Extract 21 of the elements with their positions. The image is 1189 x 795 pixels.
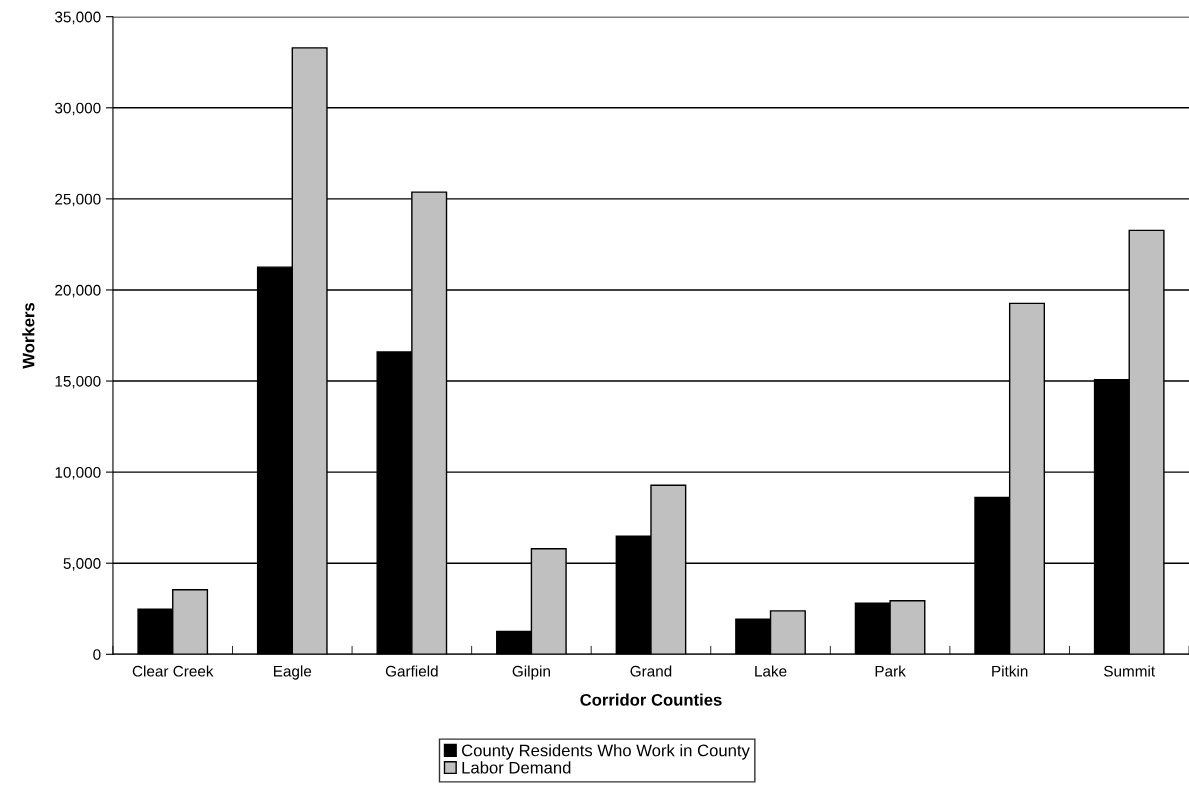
- x-tick-label: Eagle: [274, 665, 312, 680]
- x-tick-label: Park: [875, 665, 906, 677]
- y-tick-label: 25,000: [55, 193, 101, 207]
- y-tick-label: 10,000: [55, 466, 101, 480]
- x-tick-label: Lake: [755, 665, 787, 677]
- x-tick-label: Pitkin: [992, 665, 1028, 677]
- x-tick-label: Grand: [630, 665, 672, 677]
- y-axis-title: Workers: [22, 302, 35, 369]
- y-tick-label: 5,000: [63, 558, 101, 571]
- legend-label: County Residents Who Work in County: [462, 744, 750, 760]
- legend-label: Labor Demand: [462, 761, 571, 774]
- y-tick-label: 35,000: [55, 11, 101, 25]
- y-tick-label: 30,000: [55, 102, 101, 116]
- x-tick-label: Garfield: [385, 665, 438, 677]
- x-axis-title: Corridor Counties: [580, 693, 722, 706]
- y-tick-label: 0: [93, 649, 101, 660]
- y-tick-label: 20,000: [55, 284, 101, 298]
- y-tick-label: 15,000: [55, 375, 101, 389]
- x-tick-label: Summit: [1104, 665, 1155, 677]
- x-tick-label: Gilpin: [512, 665, 550, 680]
- x-tick-label: Clear Creek: [132, 665, 214, 677]
